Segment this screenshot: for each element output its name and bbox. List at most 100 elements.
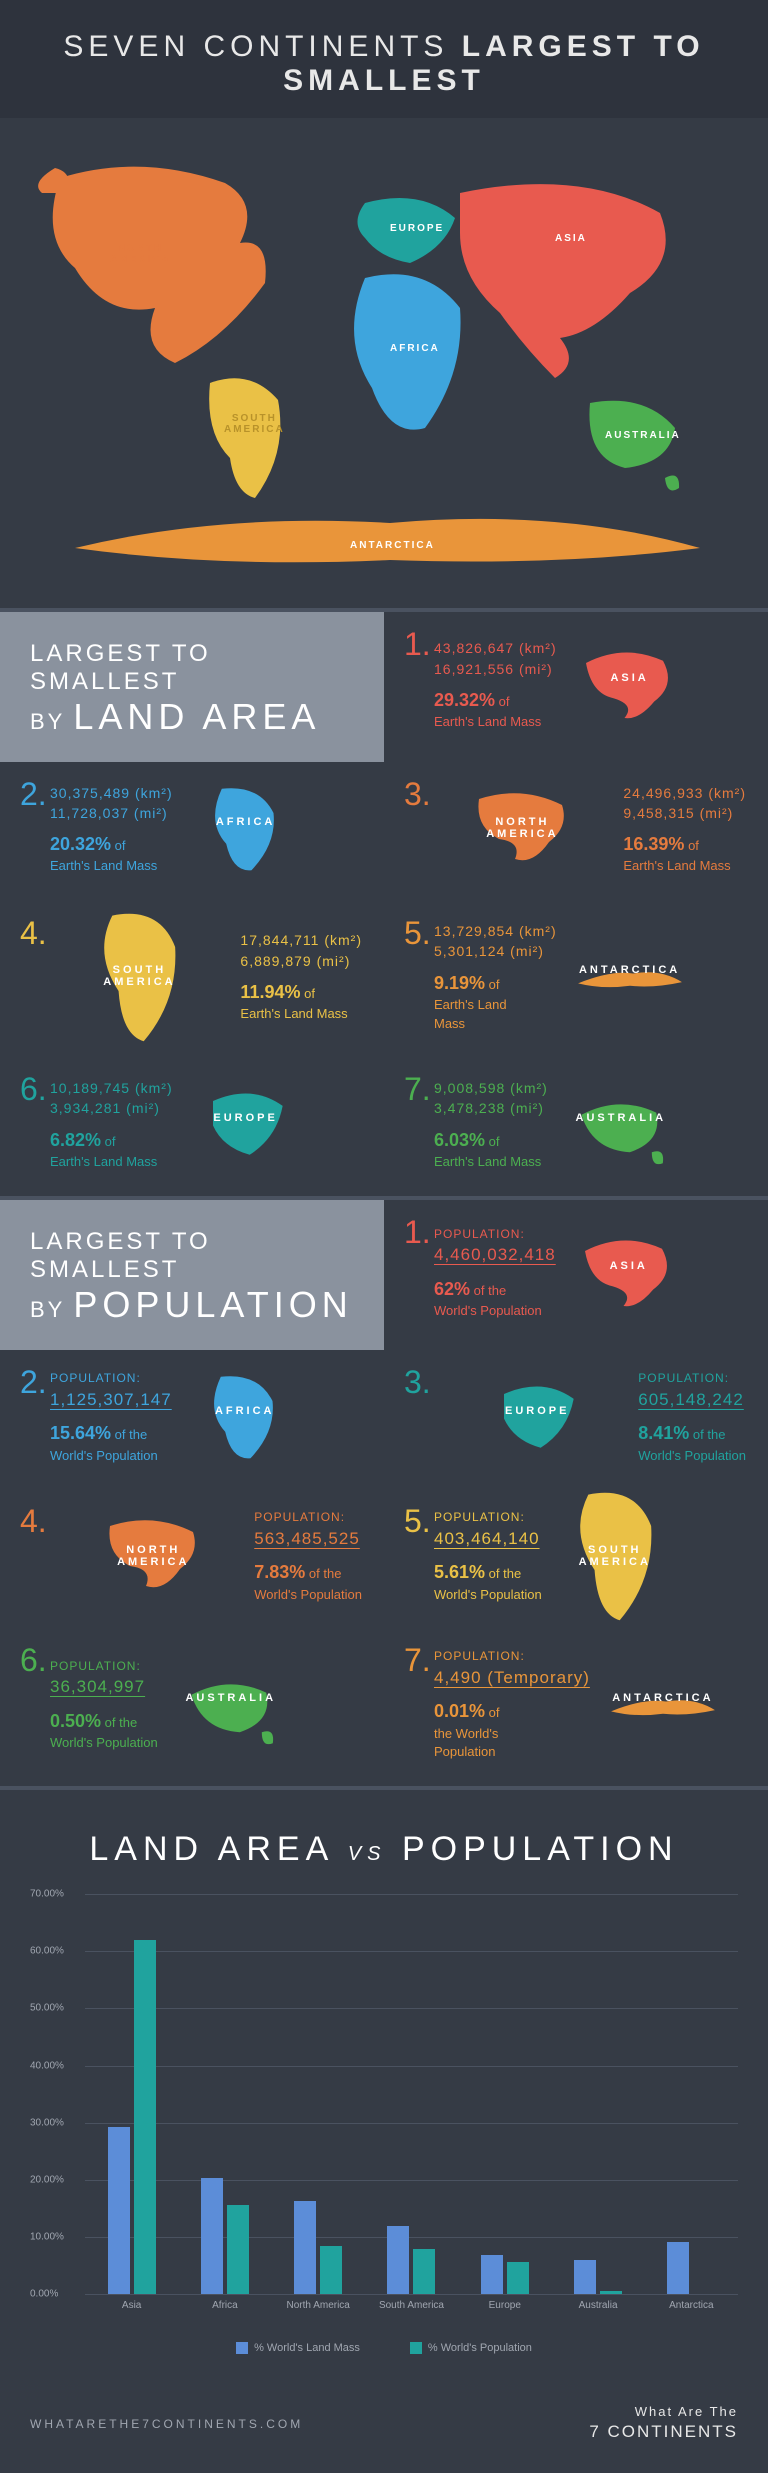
area-mi: 5,301,124 (mi²) xyxy=(434,941,557,961)
continent-silhouette: EUROPE xyxy=(482,1370,592,1465)
continent-silhouette: EUROPE xyxy=(191,1077,301,1172)
footer-line1: What Are The xyxy=(589,2404,738,2421)
x-label: Africa xyxy=(178,2294,271,2324)
map-label-ant: ANTARCTICA xyxy=(350,540,435,551)
legend-label-0: % World's Land Mass xyxy=(254,2342,360,2354)
map-label-asia: ASIA xyxy=(555,233,587,244)
area-km: 30,375,489 (km²) xyxy=(50,783,173,803)
continent-silhouette: SOUTHAMERICA xyxy=(560,1509,670,1604)
pop-card-au: 6.POPULATION:36,304,9970.50% of theWorld… xyxy=(0,1628,384,1786)
continent-name: EUROPE xyxy=(505,1405,569,1417)
x-axis: AsiaAfricaNorth AmericaSouth AmericaEuro… xyxy=(85,2294,738,2324)
pop-value: 4,490 (Temporary) xyxy=(434,1666,590,1691)
plot-area xyxy=(85,1894,738,2294)
area-mi: 9,458,315 (mi²) xyxy=(623,803,746,823)
bar xyxy=(134,1940,156,2294)
bar xyxy=(574,2260,596,2294)
continent-name: ANTARCTICA xyxy=(612,1692,713,1704)
rank-number: 7. xyxy=(404,1071,431,1108)
footer-brand: What Are The 7 CONTINENTS xyxy=(589,2404,738,2443)
land-area-section: LARGEST TO SMALLEST BYLAND AREA 1.43,826… xyxy=(0,612,768,1196)
area-km: 24,496,933 (km²) xyxy=(623,783,746,803)
rank-number: 4. xyxy=(20,915,47,952)
pct-line: 29.32% ofEarth's Land Mass xyxy=(434,687,557,732)
continent-name: ASIA xyxy=(610,672,648,684)
pop-label: POPULATION: xyxy=(434,1226,556,1243)
continent-silhouette: ASIA xyxy=(575,638,685,733)
bar xyxy=(294,2201,316,2295)
bar xyxy=(667,2242,689,2295)
pct-value: 29.32% xyxy=(434,690,495,710)
pop-title-by: BY xyxy=(30,1297,65,1322)
pop-value: 563,485,525 xyxy=(254,1527,362,1552)
y-tick: 0.00% xyxy=(30,2289,58,2300)
pct-line: 0.01% ofthe World'sPopulation xyxy=(434,1698,590,1762)
main-header: SEVEN CONTINENTS LARGEST TO SMALLEST xyxy=(0,0,768,118)
bar xyxy=(108,2127,130,2295)
pct-value: 62% xyxy=(434,1279,470,1299)
bar xyxy=(227,2205,249,2294)
land-card-na: 3.24,496,933 (km²)9,458,315 (mi²)16.39% … xyxy=(384,762,768,901)
continent-silhouette: AFRICA xyxy=(191,782,301,877)
y-tick: 10.00% xyxy=(30,2232,64,2243)
y-tick: 40.00% xyxy=(30,2060,64,2071)
land-title-line2: LAND AREA xyxy=(73,696,320,737)
footer-line2: 7 CONTINENTS xyxy=(589,2421,738,2443)
rank-number: 1. xyxy=(404,1214,431,1251)
rank-number: 2. xyxy=(20,776,47,813)
world-map-section: NORTH AMERICA EUROPE ASIA AFRICA SOUTH A… xyxy=(0,118,768,608)
population-section: LARGEST TO SMALLEST BYPOPULATION 1.POPUL… xyxy=(0,1200,768,1786)
continent-name: ANTARCTICA xyxy=(579,964,680,976)
chart: 0.00%10.00%20.00%30.00%40.00%50.00%60.00… xyxy=(30,1894,738,2324)
bar-group xyxy=(551,1894,644,2294)
land-card-sa: 4.17,844,711 (km²)6,889,879 (mi²)11.94% … xyxy=(0,901,384,1057)
pct-line: 6.82% ofEarth's Land Mass xyxy=(50,1127,173,1172)
world-map: NORTH AMERICA EUROPE ASIA AFRICA SOUTH A… xyxy=(20,148,748,568)
pop-card-asia: 1.POPULATION:4,460,032,41862% of theWorl… xyxy=(384,1200,768,1350)
pop-card-na: 4.POPULATION:563,485,5257.83% of theWorl… xyxy=(0,1489,384,1628)
continent-name: SOUTHAMERICA xyxy=(103,964,175,988)
pct-value: 6.82% xyxy=(50,1130,101,1150)
chart-title-vs: VS xyxy=(348,1843,387,1865)
pct-value: 6.03% xyxy=(434,1130,485,1150)
continent-name: AUSTRALIA xyxy=(576,1112,667,1124)
continent-silhouette: AUSTRALIA xyxy=(566,1077,676,1172)
legend-item-land: % World's Land Mass xyxy=(236,2342,360,2354)
pct-line: 15.64% of theWorld's Population xyxy=(50,1420,172,1465)
continent-silhouette: AFRICA xyxy=(190,1370,300,1465)
map-label-eu: EUROPE xyxy=(390,223,444,234)
legend-item-pop: % World's Population xyxy=(410,2342,532,2354)
area-mi: 11,728,037 (mi²) xyxy=(50,803,173,823)
pct-value: 15.64% xyxy=(50,1423,111,1443)
card-text: POPULATION:605,148,2428.41% of theWorld'… xyxy=(610,1370,746,1465)
bars xyxy=(85,1894,738,2294)
area-km: 9,008,598 (km²) xyxy=(434,1078,548,1098)
area-km: 10,189,745 (km²) xyxy=(50,1078,173,1098)
pop-card-eu: 3.POPULATION:605,148,2428.41% of theWorl… xyxy=(384,1350,768,1489)
continent-silhouette: SOUTHAMERICA xyxy=(84,930,194,1025)
land-card-au: 7.9,008,598 (km²)3,478,238 (mi²)6.03% of… xyxy=(384,1057,768,1196)
legend-swatch xyxy=(410,2342,422,2354)
rank-number: 6. xyxy=(20,1642,47,1679)
pct-value: 11.94% xyxy=(240,982,300,1002)
land-card-ant: 5.13,729,854 (km²)5,301,124 (mi²)9.19% o… xyxy=(384,901,768,1057)
continent-silhouette: ANTARCTICA xyxy=(575,930,685,1025)
pop-card-sa: 5.POPULATION:403,464,1405.61% of theWorl… xyxy=(384,1489,768,1628)
y-tick: 60.00% xyxy=(30,1946,64,1957)
continent-silhouette: ASIA xyxy=(574,1226,684,1321)
pop-label: POPULATION: xyxy=(50,1658,158,1675)
world-map-svg xyxy=(20,148,748,568)
continent-name: AFRICA xyxy=(216,816,276,828)
bar xyxy=(413,2249,435,2294)
card-text: POPULATION:563,485,5257.83% of theWorld'… xyxy=(226,1509,362,1604)
rank-number: 6. xyxy=(20,1071,47,1108)
bar-group xyxy=(458,1894,551,2294)
y-tick: 50.00% xyxy=(30,2003,64,2014)
continent-silhouette: AUSTRALIA xyxy=(176,1658,286,1753)
card-text: 24,496,933 (km²)9,458,315 (mi²)16.39% of… xyxy=(595,783,746,877)
area-mi: 16,921,556 (mi²) xyxy=(434,659,557,679)
card-text: POPULATION:4,490 (Temporary) 0.01% ofthe … xyxy=(406,1648,590,1762)
pct-value: 9.19% xyxy=(434,973,485,993)
pop-label: POPULATION: xyxy=(434,1648,590,1665)
bar-group xyxy=(645,1894,738,2294)
